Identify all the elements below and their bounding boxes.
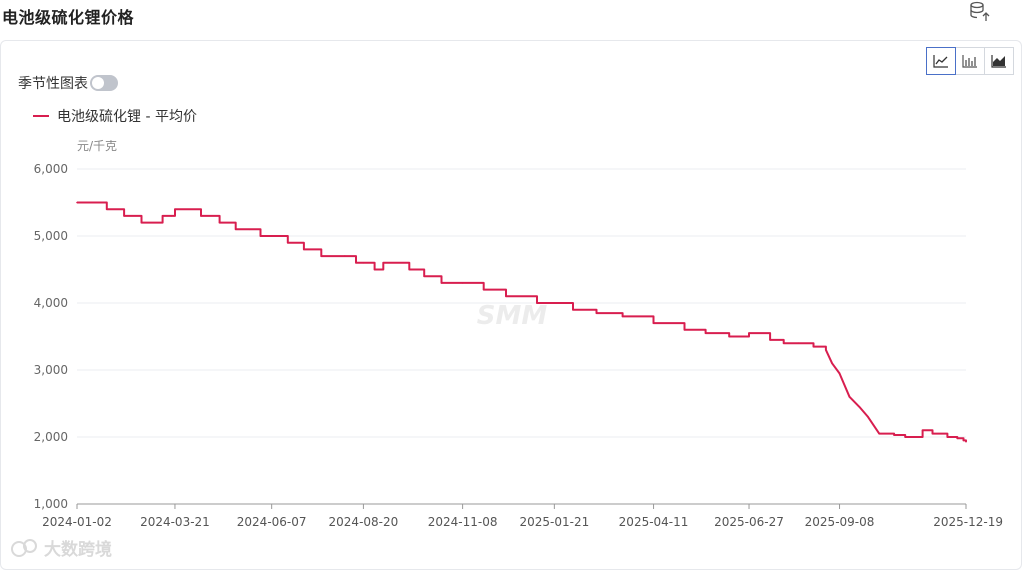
- y-unit-label: 元/千克: [77, 139, 117, 153]
- export-data-button[interactable]: [968, 0, 992, 24]
- seasonal-toggle-switch[interactable]: [90, 75, 118, 91]
- data-point: [482, 288, 485, 291]
- y-tick-label: 5,000: [34, 229, 68, 243]
- area-chart-button[interactable]: [984, 47, 1014, 75]
- data-point: [505, 295, 507, 298]
- data-point: [200, 215, 202, 217]
- database-export-icon: [970, 1, 990, 21]
- data-point: [234, 228, 237, 231]
- line-chart-button[interactable]: [926, 47, 956, 75]
- area-chart-icon: [991, 55, 1006, 68]
- x-tick-label: 2024-08-20: [329, 515, 399, 529]
- data-point: [621, 315, 624, 318]
- brand-logo-icon: [11, 538, 37, 557]
- data-point: [270, 235, 273, 237]
- data-point: [76, 201, 78, 204]
- data-point: [893, 434, 895, 436]
- data-point: [170, 215, 173, 217]
- brand-watermark: 大数跨境: [10, 535, 112, 560]
- legend-label: 电池级硫化锂 - 平均价: [57, 109, 197, 125]
- data-point: [797, 342, 800, 345]
- data-point: [423, 275, 425, 278]
- data-point: [965, 440, 967, 443]
- page-title: 电池级硫化锂价格: [2, 8, 135, 27]
- seasonal-toggle-row: 季节性图表: [18, 73, 118, 93]
- data-point: [174, 208, 176, 210]
- data-point: [921, 429, 924, 432]
- x-tick-label: 2025-04-11: [619, 515, 689, 529]
- data-point: [748, 332, 750, 334]
- data-point: [320, 255, 323, 257]
- x-tick-label: 2025-12-19: [933, 515, 1003, 529]
- data-point: [704, 332, 707, 334]
- center-watermark: SMM: [477, 301, 548, 331]
- data-point: [373, 268, 376, 271]
- line-chart-icon: [933, 55, 948, 68]
- x-tick-label: 2025-01-21: [519, 515, 589, 529]
- data-point: [218, 221, 221, 224]
- data-point: [440, 282, 443, 284]
- bar-chart-button[interactable]: [955, 47, 985, 75]
- data-point: [652, 322, 655, 324]
- data-point: [937, 432, 940, 435]
- data-point: [858, 406, 861, 408]
- data-point: [344, 255, 346, 257]
- data-point: [408, 268, 411, 271]
- data-point: [303, 248, 305, 251]
- data-point: [769, 339, 771, 341]
- data-point: [355, 262, 357, 264]
- data-point: [728, 335, 730, 338]
- data-point: [286, 241, 289, 244]
- data-point: [867, 416, 869, 418]
- data-point: [536, 302, 538, 304]
- brand-watermark-text: 大数跨境: [44, 540, 112, 560]
- data-point: [931, 432, 934, 435]
- legend-item[interactable]: 电池级硫化锂 - 平均价: [33, 106, 197, 126]
- data-point: [382, 262, 385, 264]
- data-point: [962, 439, 965, 442]
- data-point: [362, 262, 365, 264]
- bar-chart-icon: [962, 55, 977, 68]
- data-point: [572, 308, 574, 311]
- data-point: [831, 362, 833, 365]
- data-point: [782, 342, 785, 345]
- data-point: [946, 436, 949, 438]
- data-point: [825, 349, 827, 351]
- data-point: [105, 208, 108, 210]
- y-tick-label: 6,000: [34, 162, 68, 176]
- data-point: [140, 221, 143, 224]
- seasonal-label: 季节性图表: [18, 76, 88, 92]
- data-point: [878, 432, 881, 435]
- data-point: [904, 436, 907, 438]
- x-tick-label: 2024-06-07: [237, 515, 307, 529]
- x-tick-label: 2024-03-21: [140, 515, 210, 529]
- x-tick-label: 2024-11-08: [428, 515, 498, 529]
- data-point: [248, 228, 251, 231]
- data-point: [259, 235, 262, 237]
- x-tick-label: 2025-09-08: [805, 515, 875, 529]
- x-tick-label: 2025-06-27: [714, 515, 784, 529]
- y-tick-label: 4,000: [34, 296, 68, 310]
- data-point: [956, 437, 959, 440]
- data-point: [838, 372, 841, 375]
- data-point: [812, 345, 815, 348]
- data-point: [595, 312, 598, 314]
- data-point: [683, 329, 686, 331]
- y-tick-label: 2,000: [34, 430, 68, 444]
- chart-card: [0, 40, 1022, 570]
- data-point: [461, 282, 464, 284]
- x-tick-label: 2024-01-02: [42, 515, 112, 529]
- data-point: [161, 215, 164, 217]
- data-point: [123, 215, 125, 217]
- data-point: [848, 396, 851, 398]
- chart-type-switcher: [926, 47, 1014, 75]
- y-tick-label: 1,000: [34, 497, 68, 511]
- legend-swatch: [33, 115, 49, 117]
- data-point: [913, 436, 915, 438]
- y-tick-label: 3,000: [34, 363, 68, 377]
- data-point: [553, 302, 556, 304]
